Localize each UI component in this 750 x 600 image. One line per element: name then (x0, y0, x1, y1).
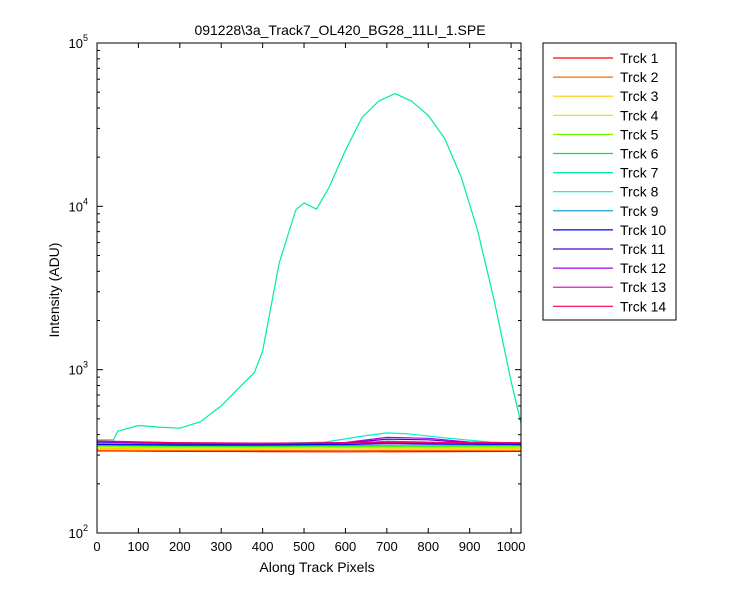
plot-frame (96, 42, 522, 534)
series-line-10 (96, 443, 522, 446)
x-tick-label: 0 (93, 539, 100, 554)
legend-box (542, 42, 677, 321)
series-layer (96, 92, 522, 453)
x-tick-label: 500 (293, 539, 315, 554)
x-axis-label: Along Track Pixels (259, 559, 374, 575)
x-tick-label: 200 (169, 539, 191, 554)
y-tick-label: 103 (69, 360, 88, 378)
y-tick-label: 105 (69, 33, 88, 51)
plot-area: 0 100 200 300 400 500 600 700 800 900 1000 102 103 10… (69, 33, 526, 554)
legend-entry-label: Trck 13 (620, 279, 666, 295)
series-line-14 (96, 440, 522, 444)
legend-entry-label: Trck 3 (620, 88, 659, 104)
series-line-2 (96, 449, 522, 452)
ticks-layer: 0 100 200 300 400 500 600 700 800 900 1000 102 103 10… (69, 33, 526, 554)
x-tick-label: 800 (417, 539, 439, 554)
y-axis-label: Intensity (ADU) (46, 243, 62, 338)
x-tick-label: 700 (376, 539, 398, 554)
series-line-7 (97, 92, 522, 441)
x-tick-label: 900 (459, 539, 481, 554)
series-line-1 (96, 450, 522, 453)
legend-items: Trck 1 Trck 2 Trck 3 Trck 4 Trck 5 Trck 6 Trck… (553, 50, 666, 314)
legend-entry-label: Trck 7 (620, 165, 659, 181)
x-tick-label: 300 (210, 539, 232, 554)
legend-entry-label: Trck 4 (620, 107, 659, 123)
x-tick-label: 1000 (497, 539, 526, 554)
chart-title: 091228\3a_Track7_OL420_BG28_11LI_1.SPE (194, 22, 485, 38)
plot-background (97, 43, 521, 533)
series-line-3 (96, 447, 522, 450)
x-tick-label: 100 (128, 539, 150, 554)
legend-entry-label: Trck 14 (620, 298, 666, 314)
series-line-5 (96, 445, 522, 448)
legend-entry-label: Trck 11 (620, 241, 665, 257)
legend-entry-label: Trck 2 (620, 69, 659, 85)
series-line-4 (96, 446, 522, 449)
legend-entry-label: Trck 9 (620, 203, 659, 219)
legend-entry-label: Trck 6 (620, 146, 659, 162)
legend-entry-label: Trck 10 (620, 222, 666, 238)
y-tick-label: 104 (69, 196, 88, 214)
legend-entry-label: Trck 1 (620, 50, 659, 66)
x-tick-label: 400 (252, 539, 274, 554)
x-tick-label: 600 (335, 539, 357, 554)
legend-entry-label: Trck 12 (620, 260, 666, 276)
series-line-6 (96, 444, 522, 447)
legend: Trck 1 Trck 2 Trck 3 Trck 4 Trck 5 Trck 6 Trck… (542, 42, 677, 321)
legend-entry-label: Trck 5 (620, 126, 659, 142)
y-tick-label: 102 (69, 523, 88, 541)
legend-entry-label: Trck 8 (620, 184, 659, 200)
